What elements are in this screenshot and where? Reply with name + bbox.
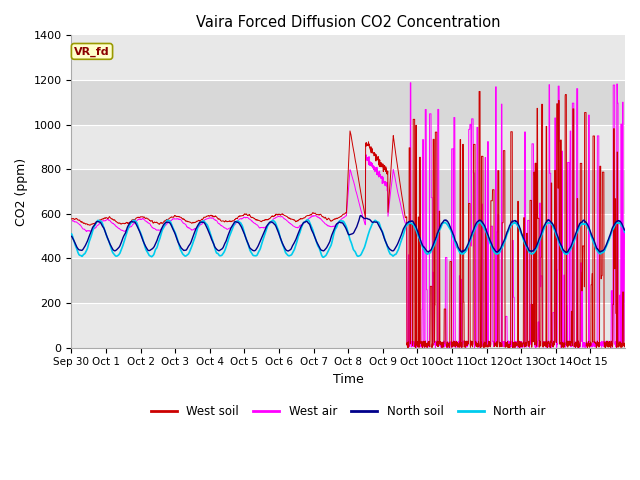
Y-axis label: CO2 (ppm): CO2 (ppm)	[15, 157, 28, 226]
Legend: West soil, West air, North soil, North air: West soil, West air, North soil, North a…	[146, 400, 550, 423]
Bar	[72, 124, 625, 169]
X-axis label: Time: Time	[333, 373, 364, 386]
Bar	[72, 169, 625, 214]
Bar	[72, 258, 625, 303]
Bar	[72, 80, 625, 124]
Text: VR_fd: VR_fd	[74, 46, 110, 57]
Title: Vaira Forced Diffusion CO2 Concentration: Vaira Forced Diffusion CO2 Concentration	[196, 15, 500, 30]
Bar	[72, 214, 625, 258]
Bar	[72, 36, 625, 80]
Bar	[72, 303, 625, 348]
